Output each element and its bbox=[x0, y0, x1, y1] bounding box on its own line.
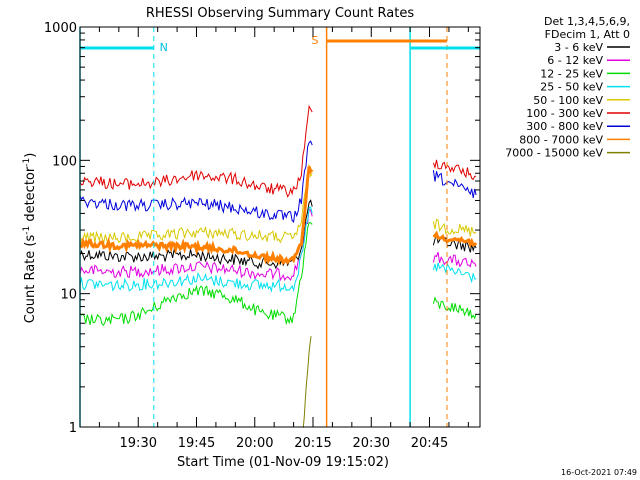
y-label-sup-1: -1 bbox=[22, 226, 32, 235]
x-tick-label: 20:45 bbox=[411, 436, 448, 451]
series-line-2-seg-0 bbox=[79, 222, 313, 327]
night-annotation: N bbox=[160, 41, 168, 54]
series-line-2-seg-1 bbox=[432, 296, 477, 320]
series-line-0-seg-0 bbox=[79, 199, 313, 270]
series-line-7-seg-0 bbox=[79, 166, 314, 266]
legend-label-3: 25 - 50 keV bbox=[540, 81, 603, 94]
legend-label-1: 6 - 12 keV bbox=[547, 54, 603, 67]
y-label-part-mid: detector bbox=[23, 166, 38, 226]
series-line-1-seg-1 bbox=[432, 251, 477, 268]
svg-text:Count Rate (s-1 detector-1): Count Rate (s-1 detector-1) bbox=[22, 153, 38, 324]
series-line-8-seg-0 bbox=[302, 336, 312, 428]
series-line-6-seg-0 bbox=[79, 140, 313, 223]
y-label-part-end: ) bbox=[23, 153, 38, 158]
legend-label-4: 50 - 100 keV bbox=[533, 94, 603, 107]
y-tick-label: 100 bbox=[52, 154, 77, 169]
legend-header-line-2: FDecim 1, Att 0 bbox=[545, 28, 630, 41]
series-line-4-seg-1 bbox=[432, 218, 477, 237]
legend-label-5: 100 - 300 keV bbox=[526, 107, 603, 120]
y-axis-label: Count Rate (s-1 detector-1) bbox=[22, 153, 38, 324]
y-tick-label: 1 bbox=[69, 421, 77, 436]
x-axis-label: Start Time (01-Nov-09 19:15:02) bbox=[177, 455, 389, 470]
legend-label-2: 12 - 25 keV bbox=[540, 67, 603, 80]
x-tick-label: 19:30 bbox=[120, 436, 157, 451]
x-tick-label: 20:30 bbox=[353, 436, 390, 451]
series-line-3-seg-0 bbox=[79, 206, 313, 293]
chart-title: RHESSI Observing Summary Count Rates bbox=[146, 6, 415, 21]
series-line-1-seg-0 bbox=[79, 207, 313, 282]
x-tick-label: 20:00 bbox=[236, 436, 273, 451]
series-line-4-seg-0 bbox=[79, 164, 313, 245]
x-tick-label: 20:15 bbox=[294, 436, 331, 451]
legend-label-7: 800 - 7000 keV bbox=[519, 133, 603, 146]
y-label-sup-2: -1 bbox=[22, 158, 32, 167]
series-line-6-seg-1 bbox=[432, 170, 477, 198]
series-line-7-seg-1 bbox=[432, 230, 478, 249]
series-line-3-seg-1 bbox=[432, 262, 477, 284]
plot-area: N S 1 10 100 1000 19:30 19:45 20:00 20:15 20:30 20:… bbox=[44, 21, 481, 451]
timestamp: 16-Oct-2021 07:49 bbox=[561, 468, 637, 477]
legend-label-6: 300 - 800 keV bbox=[526, 120, 603, 133]
saa-annotation: S bbox=[311, 34, 318, 47]
series-line-5-seg-0 bbox=[79, 104, 313, 198]
x-tick-label: 19:45 bbox=[178, 436, 215, 451]
series-line-5-seg-1 bbox=[432, 159, 477, 181]
y-tick-label: 10 bbox=[60, 288, 77, 303]
y-label-part-main: Count Rate (s bbox=[23, 235, 38, 324]
legend-header-line-1: Det 1,3,4,5,6,9, bbox=[544, 15, 630, 28]
legend-label-8: 7000 - 15000 keV bbox=[505, 147, 603, 160]
plot-frame bbox=[79, 26, 481, 428]
y-tick-label: 1000 bbox=[44, 21, 77, 36]
legend-label-0: 3 - 6 keV bbox=[554, 41, 603, 54]
